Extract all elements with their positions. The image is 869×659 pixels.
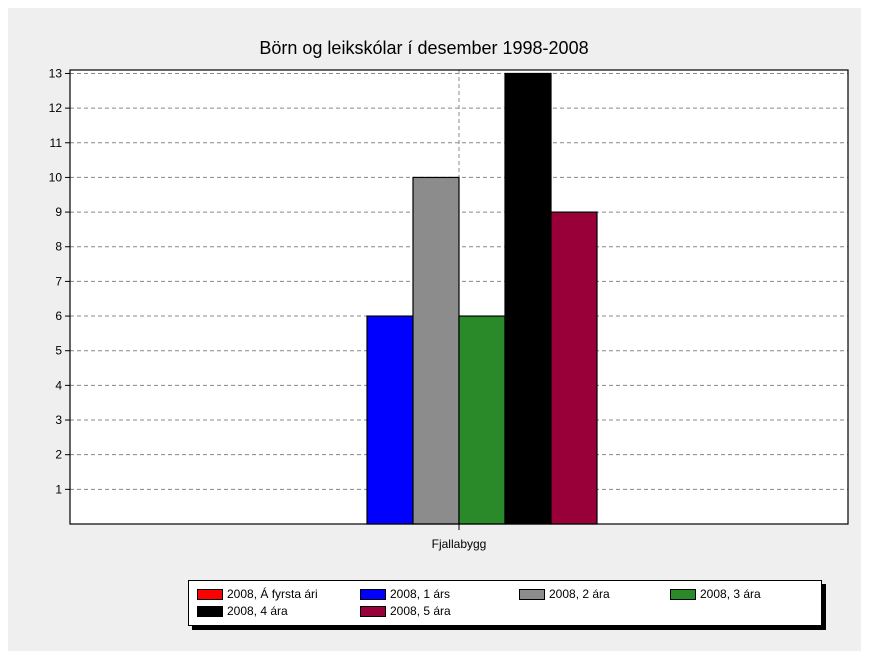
legend-item: 2008, 2 ára xyxy=(519,586,610,602)
legend-item: 2008, Á fyrsta ári xyxy=(197,586,318,602)
legend-item: 2008, 3 ára xyxy=(670,586,761,602)
legend-item: 2008, 5 ára xyxy=(360,603,451,619)
y-tick-label: 7 xyxy=(55,274,62,288)
chart-title: Börn og leikskólar í desember 1998-2008 xyxy=(259,38,588,58)
chart-svg: Börn og leikskólar í desember 1998-2008 … xyxy=(49,38,849,551)
bar xyxy=(550,211,598,525)
legend-label: 2008, 5 ára xyxy=(390,604,451,618)
y-tick-label: 10 xyxy=(49,170,63,184)
y-tick-label: 5 xyxy=(55,344,62,358)
legend-swatch xyxy=(197,588,223,600)
legend-label: 2008, 4 ára xyxy=(227,604,288,618)
y-tick-label: 11 xyxy=(50,136,63,150)
y-tick-label: 2 xyxy=(55,448,62,462)
y-tick-label: 8 xyxy=(55,240,62,254)
legend-swatch xyxy=(670,588,696,600)
legend-label: 2008, 2 ára xyxy=(549,587,610,601)
legend: 2008, Á fyrsta ári 2008, 1 árs 2008, 2 ára… xyxy=(188,580,822,626)
y-tick-label: 13 xyxy=(49,66,63,80)
y-tick-label: 1 xyxy=(55,482,62,496)
legend-item: 2008, 1 árs xyxy=(360,586,450,602)
bar xyxy=(504,72,552,525)
bar xyxy=(366,315,414,525)
legend-swatch xyxy=(360,605,386,617)
legend-label: 2008, 1 árs xyxy=(390,587,451,601)
y-tick-label: 6 xyxy=(55,309,62,323)
legend-swatch xyxy=(197,605,223,617)
y-tick-label: 3 xyxy=(55,413,62,427)
y-tick-label: 9 xyxy=(55,205,62,219)
x-tick-label: Fjallabygg xyxy=(432,537,487,551)
legend-swatch xyxy=(360,588,386,600)
y-tick-label: 12 xyxy=(49,101,63,115)
legend-label: 2008, Á fyrsta ári xyxy=(227,587,318,601)
legend-swatch xyxy=(519,588,545,600)
legend-label: 2008, 3 ára xyxy=(700,587,761,601)
bar xyxy=(458,315,506,525)
y-tick-label: 4 xyxy=(55,378,62,392)
legend-item: 2008, 4 ára xyxy=(197,603,288,619)
bar xyxy=(412,176,460,525)
chart-frame: Börn og leikskólar í desember 1998-2008 … xyxy=(8,8,861,651)
